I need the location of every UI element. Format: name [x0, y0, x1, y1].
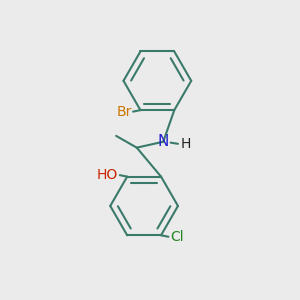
- Text: Br: Br: [116, 105, 132, 118]
- Text: Cl: Cl: [170, 230, 184, 244]
- Text: N: N: [158, 134, 169, 149]
- Text: HO: HO: [97, 168, 118, 182]
- Text: H: H: [181, 136, 191, 151]
